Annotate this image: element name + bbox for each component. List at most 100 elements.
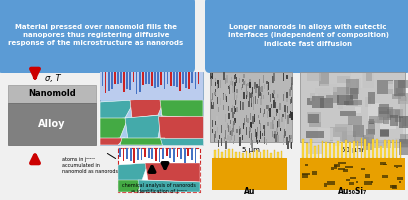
Bar <box>327 181 335 185</box>
Bar <box>259 152 261 158</box>
Bar <box>164 72 165 89</box>
Polygon shape <box>100 138 125 145</box>
Bar <box>390 115 398 126</box>
Bar <box>289 138 290 142</box>
Bar <box>270 122 272 129</box>
Bar <box>396 167 398 168</box>
Bar <box>272 76 273 83</box>
Bar <box>383 117 389 124</box>
Bar <box>226 78 228 82</box>
Bar <box>249 127 251 132</box>
Bar <box>284 131 286 136</box>
Bar <box>217 149 219 158</box>
Bar <box>266 139 267 145</box>
Bar <box>212 125 213 130</box>
Bar <box>275 134 277 142</box>
Bar <box>274 128 275 136</box>
Bar <box>380 130 388 136</box>
Bar <box>318 93 331 100</box>
Bar <box>247 83 249 86</box>
Text: Longer nanorods in alloys with eutectic
interfaces (independent of composition)
: Longer nanorods in alloys with eutectic … <box>228 23 388 46</box>
Bar <box>211 73 213 79</box>
Bar <box>286 92 288 98</box>
Bar <box>361 138 362 158</box>
Bar <box>264 109 265 114</box>
Bar <box>231 130 233 136</box>
Bar <box>227 119 228 122</box>
Bar <box>197 72 200 84</box>
Bar <box>119 148 121 157</box>
Bar <box>212 129 213 133</box>
Bar <box>157 72 159 87</box>
Bar <box>309 122 321 127</box>
Bar <box>213 134 215 142</box>
Bar <box>212 93 213 100</box>
Bar <box>227 89 228 98</box>
Bar <box>255 129 256 137</box>
Bar <box>221 125 222 133</box>
Bar <box>345 140 347 158</box>
Bar <box>236 95 237 104</box>
Bar <box>118 148 200 192</box>
Bar <box>229 126 231 133</box>
Bar <box>230 125 231 131</box>
Bar <box>283 94 284 101</box>
Bar <box>257 127 258 136</box>
Bar <box>145 72 147 84</box>
Bar <box>243 99 244 105</box>
Bar <box>232 124 233 128</box>
Bar <box>230 81 231 85</box>
Bar <box>213 102 214 109</box>
Bar <box>234 91 235 100</box>
Polygon shape <box>160 100 203 118</box>
Bar <box>108 72 109 91</box>
Text: Alloy: Alloy <box>38 119 66 129</box>
Bar <box>287 106 288 113</box>
Bar <box>329 143 331 158</box>
Bar <box>180 148 182 159</box>
Bar <box>397 177 404 180</box>
Bar <box>237 93 238 98</box>
Bar <box>234 75 235 80</box>
Bar <box>312 96 324 108</box>
Bar <box>395 110 401 122</box>
Bar <box>282 141 284 145</box>
Bar <box>302 174 308 178</box>
Bar <box>398 80 408 88</box>
Bar <box>399 116 408 128</box>
Bar <box>230 131 231 135</box>
Bar <box>399 142 401 158</box>
Bar <box>221 138 222 146</box>
Bar <box>315 88 330 94</box>
Bar <box>259 79 260 86</box>
Bar <box>290 99 291 104</box>
Bar <box>242 153 244 158</box>
Bar <box>350 88 358 99</box>
Bar <box>148 72 150 84</box>
FancyBboxPatch shape <box>205 0 408 73</box>
Bar <box>383 164 387 165</box>
Polygon shape <box>120 138 165 145</box>
Bar <box>241 87 242 90</box>
Bar <box>217 127 218 133</box>
Bar <box>348 116 362 125</box>
Bar <box>228 106 229 111</box>
Bar <box>291 77 293 85</box>
Bar <box>337 141 339 158</box>
Bar <box>214 92 216 95</box>
Bar <box>276 128 277 136</box>
Bar <box>257 99 258 104</box>
Bar <box>345 166 353 168</box>
Bar <box>185 72 187 88</box>
Polygon shape <box>100 118 128 140</box>
Bar <box>350 177 357 179</box>
Bar <box>260 131 261 139</box>
Bar <box>239 128 241 134</box>
Bar <box>399 139 408 155</box>
Bar <box>148 148 150 158</box>
Bar <box>151 148 153 159</box>
Polygon shape <box>158 116 203 140</box>
Bar <box>267 111 268 118</box>
Bar <box>234 75 236 79</box>
Bar <box>8 103 96 145</box>
